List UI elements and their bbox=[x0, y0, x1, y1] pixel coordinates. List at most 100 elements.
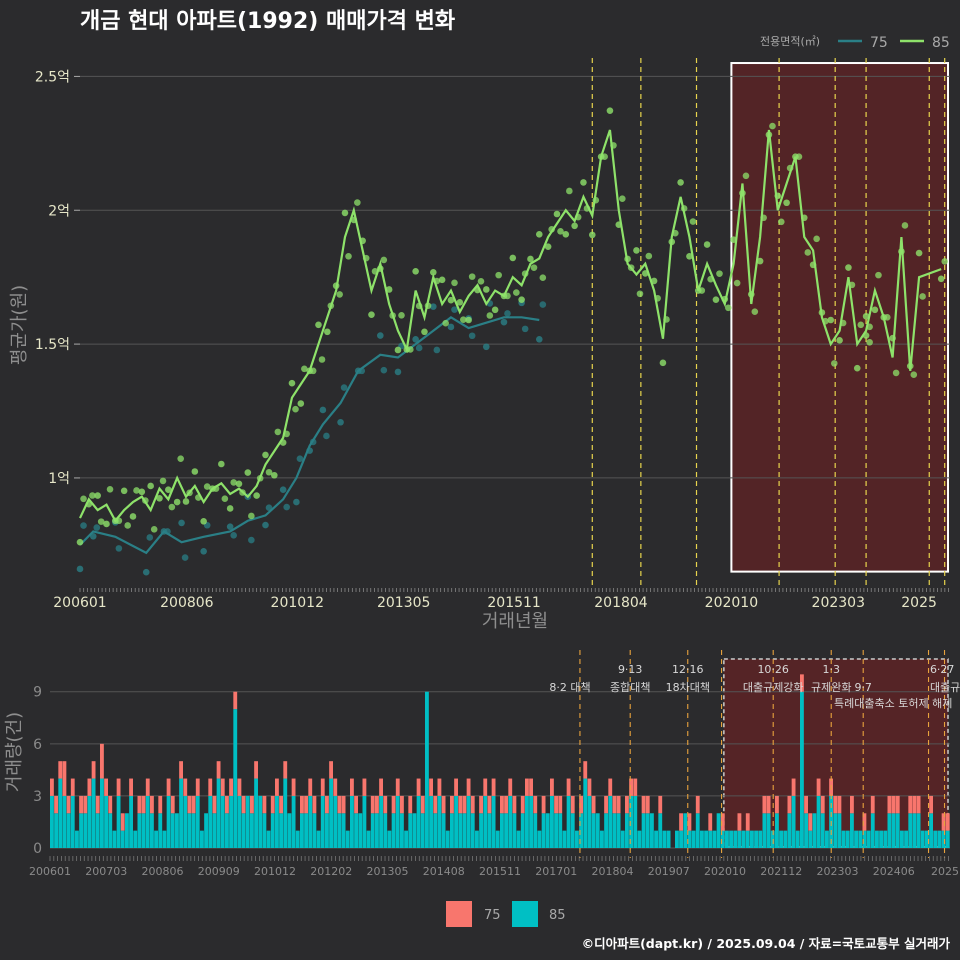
bar-75 bbox=[800, 674, 804, 692]
bar-75 bbox=[720, 813, 725, 831]
bar-75 bbox=[525, 778, 529, 796]
price-dot-75 bbox=[337, 418, 344, 426]
bar-75 bbox=[520, 795, 525, 814]
bar-75 bbox=[450, 795, 454, 814]
price-dot-85 bbox=[636, 290, 644, 298]
bar-85 bbox=[895, 813, 900, 848]
bar-75 bbox=[50, 778, 54, 796]
bar-75 bbox=[83, 795, 88, 814]
bar-85 bbox=[654, 830, 658, 848]
bar-75 bbox=[791, 778, 796, 796]
bar-85 bbox=[625, 813, 629, 848]
price-dot-85 bbox=[271, 471, 278, 479]
price-dot-75 bbox=[323, 432, 330, 440]
price-dot-85 bbox=[120, 487, 128, 495]
bar-85 bbox=[437, 795, 442, 848]
bar-85 bbox=[687, 830, 692, 848]
bar-75 bbox=[179, 761, 183, 779]
price-dot-85 bbox=[288, 379, 296, 387]
price-dot-85 bbox=[80, 495, 87, 503]
bar-75 bbox=[341, 795, 346, 814]
bar-85 bbox=[312, 813, 317, 848]
price-dot-85 bbox=[491, 306, 499, 314]
bar-85 bbox=[108, 813, 113, 848]
bar-85 bbox=[904, 830, 908, 848]
bar-75 bbox=[820, 795, 825, 814]
bar-75 bbox=[679, 813, 683, 831]
price-dot-85 bbox=[712, 296, 720, 303]
bar-85 bbox=[837, 813, 842, 848]
bar-85 bbox=[779, 830, 783, 848]
bar-85 bbox=[800, 691, 804, 848]
bar-75 bbox=[208, 778, 213, 796]
bar-85 bbox=[154, 830, 158, 848]
price-dot-75 bbox=[433, 346, 441, 354]
bar-85 bbox=[550, 795, 554, 848]
price-dot-85 bbox=[871, 306, 879, 314]
bar-75 bbox=[70, 778, 75, 796]
x-tick-label: 201202 bbox=[310, 865, 352, 878]
bar-85 bbox=[541, 813, 546, 848]
bar-85 bbox=[504, 813, 508, 848]
bar-85 bbox=[195, 795, 200, 848]
bar-75 bbox=[300, 795, 304, 814]
x-tick-label: 200601 bbox=[53, 595, 106, 611]
bar-85 bbox=[616, 813, 621, 848]
bar-75 bbox=[941, 813, 946, 831]
price-dot-85 bbox=[191, 468, 199, 475]
bar-85 bbox=[637, 830, 642, 848]
bar-85 bbox=[79, 813, 83, 848]
bar-75 bbox=[291, 778, 296, 796]
price-dot-75 bbox=[80, 522, 87, 529]
bar-85 bbox=[291, 795, 296, 848]
bar-75 bbox=[591, 795, 596, 814]
bar-75 bbox=[862, 813, 867, 831]
x-tick-label: 201408 bbox=[423, 865, 465, 878]
x-tick-label: 201701 bbox=[535, 865, 577, 878]
bar-75 bbox=[608, 778, 613, 796]
bar-85 bbox=[295, 830, 300, 848]
bar-85 bbox=[920, 830, 925, 848]
bar-85 bbox=[175, 813, 179, 848]
price-dot-85 bbox=[571, 222, 578, 230]
price-dot-85 bbox=[368, 311, 375, 318]
bar-85 bbox=[129, 795, 133, 848]
price-dot-85 bbox=[769, 122, 776, 130]
bar-75 bbox=[870, 795, 875, 814]
price-dot-85 bbox=[633, 247, 640, 254]
price-dot-75 bbox=[504, 310, 511, 317]
bar-85 bbox=[62, 795, 67, 848]
bar-85 bbox=[933, 830, 938, 848]
bar-75 bbox=[279, 795, 283, 814]
bar-85 bbox=[283, 778, 288, 848]
bar-85 bbox=[883, 830, 888, 848]
price-dot-75 bbox=[429, 303, 437, 310]
bar-75 bbox=[312, 795, 317, 814]
bar-85 bbox=[600, 830, 604, 848]
price-dot-75 bbox=[500, 318, 508, 326]
price-dot-75 bbox=[93, 524, 101, 531]
bar-85 bbox=[695, 813, 700, 848]
bar-85 bbox=[804, 813, 808, 848]
bar-85 bbox=[766, 813, 771, 848]
bar-75 bbox=[429, 778, 433, 796]
policy-annotation: 대출규제 bbox=[930, 681, 960, 694]
x-tick-label: 202303 bbox=[812, 595, 865, 611]
bar-85 bbox=[462, 813, 467, 848]
x-tick-label: 202010 bbox=[704, 865, 746, 878]
bar-85 bbox=[354, 813, 358, 848]
price-dot-85 bbox=[866, 338, 873, 346]
bar-85 bbox=[275, 795, 279, 848]
bar-75 bbox=[416, 778, 421, 796]
x-tick-label: 200806 bbox=[160, 595, 214, 611]
y-axis-title: 거래량(건) bbox=[4, 712, 25, 792]
bar-75 bbox=[254, 761, 258, 779]
bar-75 bbox=[391, 795, 396, 814]
bar-75 bbox=[191, 795, 196, 814]
bar-85 bbox=[250, 813, 254, 848]
bar-85 bbox=[862, 830, 867, 848]
bar-85 bbox=[595, 813, 600, 848]
price-dot-85 bbox=[486, 312, 494, 319]
bar-75 bbox=[195, 778, 200, 796]
x-tick-label: 201305 bbox=[367, 865, 409, 878]
